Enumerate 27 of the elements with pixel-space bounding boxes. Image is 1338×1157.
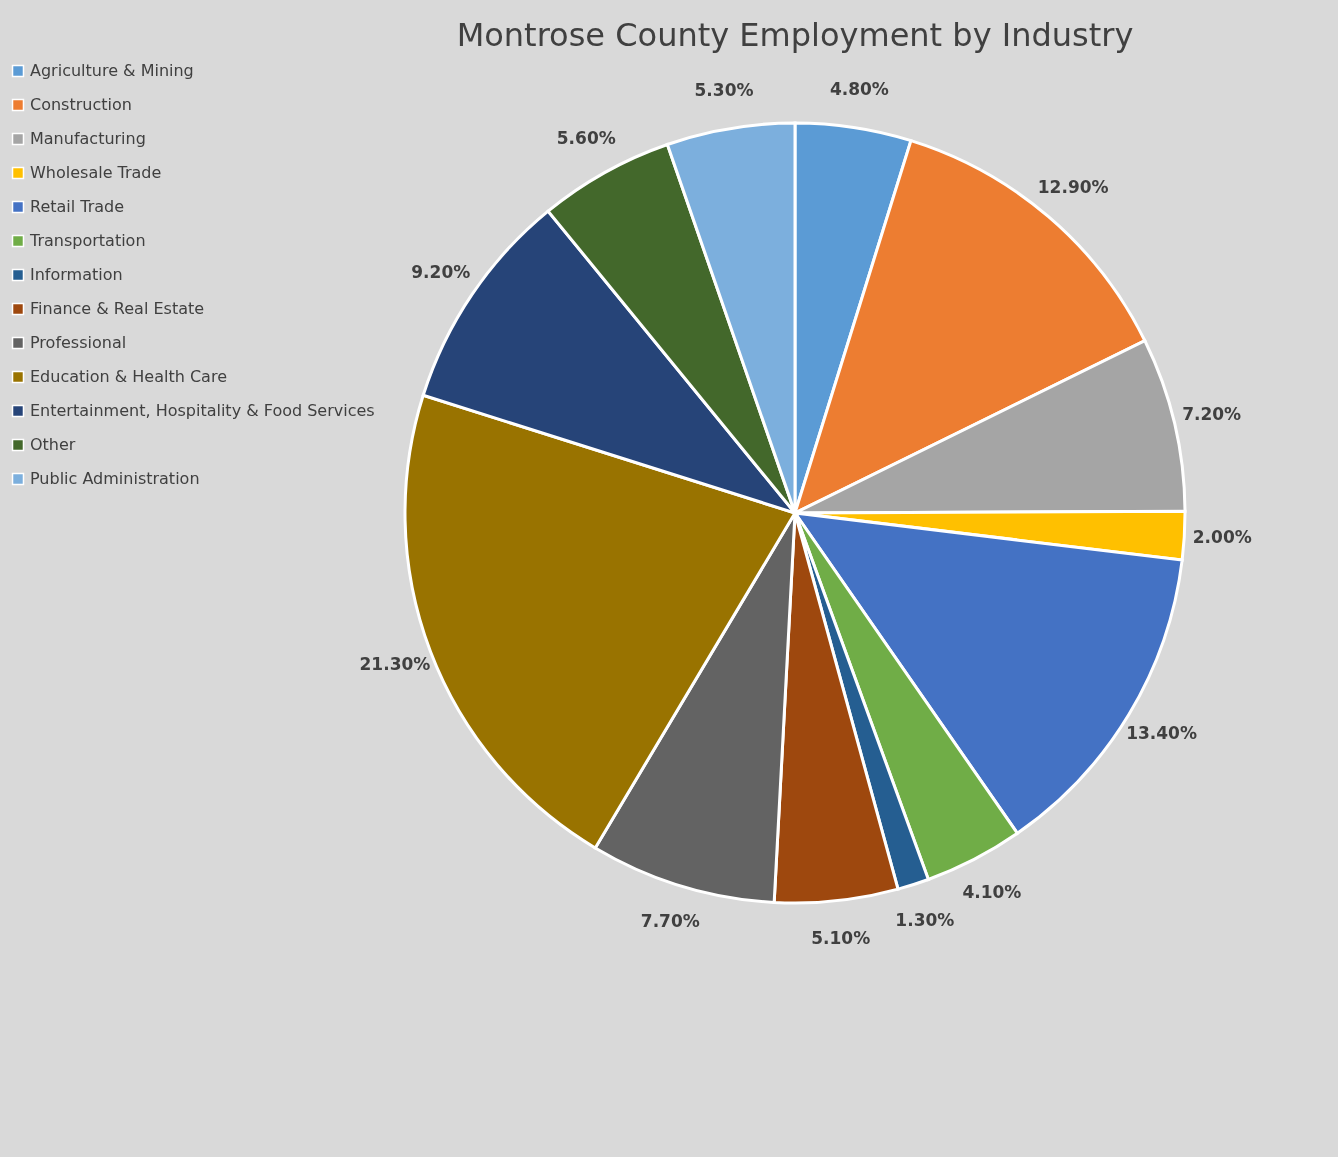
legend-label: Transportation <box>29 231 146 250</box>
legend-label: Other <box>30 435 76 454</box>
legend-label: Information <box>30 265 123 284</box>
legend-label: Manufacturing <box>30 129 146 148</box>
legend-label: Agriculture & Mining <box>30 61 194 80</box>
data-label: 4.10% <box>962 882 1022 903</box>
legend-label: Retail Trade <box>30 197 125 216</box>
chart-title: Montrose County Employment by Industry <box>456 16 1134 54</box>
data-label: 12.90% <box>1037 176 1109 197</box>
data-label: 7.20% <box>1182 403 1242 424</box>
data-label: 5.60% <box>556 128 616 149</box>
data-label: 5.30% <box>694 79 754 100</box>
legend-label: Professional <box>30 333 127 352</box>
data-label: 4.80% <box>829 78 889 99</box>
data-label: 5.10% <box>811 927 871 948</box>
legend-label: Wholesale Trade <box>30 163 162 182</box>
legend-label: Entertainment, Hospitality & Food Services <box>30 401 375 420</box>
data-label: 7.70% <box>640 911 700 932</box>
data-label: 21.30% <box>359 654 431 675</box>
legend-label: Construction <box>30 95 132 114</box>
legend-label: Education & Health Care <box>30 367 227 386</box>
data-label: 13.40% <box>1126 722 1197 743</box>
data-label: 2.00% <box>1192 526 1252 547</box>
data-label: 1.30% <box>895 909 955 930</box>
legend-label: Finance & Real Estate <box>30 299 205 318</box>
legend-label: Public Administration <box>30 469 200 488</box>
data-label: 9.20% <box>411 261 471 282</box>
